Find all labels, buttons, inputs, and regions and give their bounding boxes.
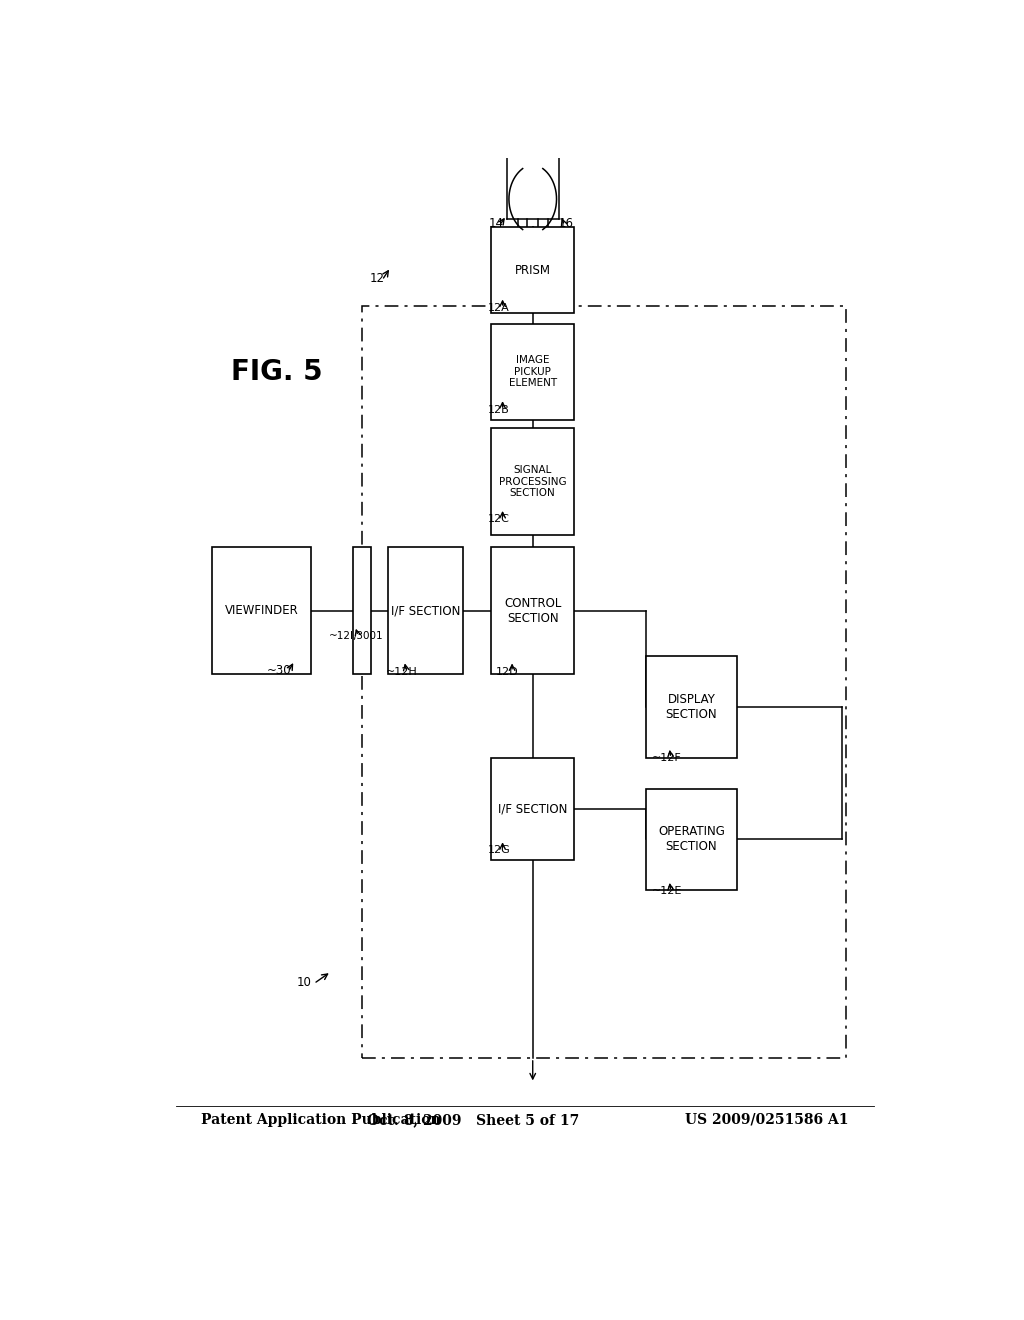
Text: ~12E: ~12E: [652, 886, 682, 896]
Bar: [353, 548, 371, 675]
Text: CONTROL
SECTION: CONTROL SECTION: [504, 597, 561, 624]
Text: 14: 14: [488, 216, 503, 230]
Bar: [212, 548, 311, 675]
Text: Oct. 8, 2009   Sheet 5 of 17: Oct. 8, 2009 Sheet 5 of 17: [367, 1113, 580, 1127]
Text: 12C: 12C: [488, 515, 510, 524]
Text: ~12I,3001: ~12I,3001: [329, 631, 383, 642]
Bar: [646, 656, 737, 758]
Text: I/F SECTION: I/F SECTION: [391, 605, 460, 618]
Text: IMAGE
PICKUP
ELEMENT: IMAGE PICKUP ELEMENT: [509, 355, 557, 388]
Text: PRISM: PRISM: [515, 264, 551, 277]
Text: ~12H: ~12H: [386, 667, 418, 677]
Bar: [492, 323, 574, 420]
Text: 12G: 12G: [488, 845, 511, 854]
Bar: [388, 548, 463, 675]
Text: 12A: 12A: [488, 302, 510, 313]
Text: VIEWFINDER: VIEWFINDER: [224, 605, 298, 618]
Text: US 2009/0251586 A1: US 2009/0251586 A1: [685, 1113, 849, 1127]
Bar: [492, 227, 574, 313]
Text: ~12F: ~12F: [652, 754, 682, 763]
Text: Patent Application Publication: Patent Application Publication: [201, 1113, 440, 1127]
Text: 16: 16: [559, 216, 573, 230]
Bar: [492, 548, 574, 675]
Text: DISPLAY
SECTION: DISPLAY SECTION: [666, 693, 717, 721]
Text: 12D: 12D: [497, 667, 519, 677]
Text: I/F SECTION: I/F SECTION: [498, 803, 567, 816]
Text: FIG. 5: FIG. 5: [231, 358, 323, 385]
Bar: [646, 788, 737, 890]
Text: ~30: ~30: [267, 664, 292, 677]
Text: 10: 10: [297, 975, 312, 989]
Text: OPERATING
SECTION: OPERATING SECTION: [658, 825, 725, 854]
Bar: [492, 428, 574, 535]
Bar: [362, 306, 846, 1057]
Bar: [492, 758, 574, 859]
Text: SIGNAL
PROCESSING
SECTION: SIGNAL PROCESSING SECTION: [499, 465, 566, 498]
Text: 12: 12: [370, 272, 385, 285]
Text: 12B: 12B: [488, 404, 510, 414]
